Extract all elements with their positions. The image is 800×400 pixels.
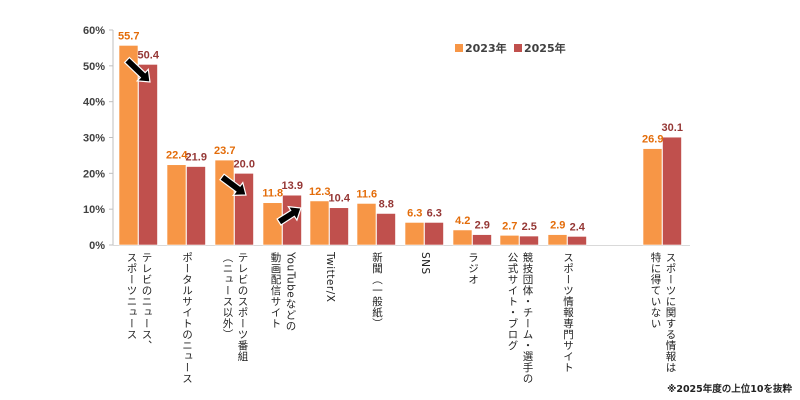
arrow-icon — [276, 205, 302, 226]
bar-2025 — [567, 236, 587, 246]
data-label: 22.4 — [166, 150, 188, 162]
data-label: 2.4 — [570, 221, 586, 233]
data-label: 13.9 — [282, 180, 303, 192]
y-tick-label: 60% — [83, 25, 105, 37]
data-label: 12.3 — [309, 186, 330, 198]
data-label: 26.9 — [642, 134, 663, 146]
category-label: ポータルサイトのニュース — [181, 252, 193, 384]
data-label: 6.3 — [407, 207, 422, 219]
bar-2025 — [376, 213, 396, 246]
bar-2023 — [547, 234, 568, 246]
category-label: ラジオ — [467, 252, 479, 285]
footnote: ※2025年度の上位10を抜粋 — [667, 384, 792, 395]
data-label: 10.4 — [329, 193, 351, 205]
category-label: 競技団体・チーム・選手の 公式サイト・ブログ — [506, 252, 534, 384]
data-label: 2.9 — [550, 220, 565, 232]
legend-label-2025: 2025年 — [524, 41, 566, 55]
y-tick-label: 0% — [89, 240, 105, 252]
bar-2023 — [404, 222, 425, 246]
bar-2025 — [329, 207, 349, 246]
bar-2023 — [642, 148, 663, 246]
bar-2023 — [309, 200, 330, 246]
data-label: 23.7 — [214, 145, 235, 157]
category-label: スポーツに関する情報は 特に得ていない — [649, 252, 677, 373]
bar-2025 — [472, 234, 492, 246]
data-label: 11.8 — [262, 188, 283, 200]
data-label: 11.6 — [356, 188, 377, 200]
bars — [118, 45, 682, 246]
bar-2023 — [118, 45, 139, 246]
bar-2025 — [424, 222, 444, 246]
bar-2023 — [166, 164, 187, 246]
y-tick-label: 40% — [83, 97, 105, 109]
y-axis: 0% 10% 20% 30% 40% 50% 60% — [83, 25, 690, 252]
category-label: YouTubeなどの 動画配信サイト — [269, 252, 297, 332]
legend: 2023年 2025年 — [455, 41, 566, 55]
legend-swatch-2025 — [514, 44, 522, 52]
data-label: 2.7 — [502, 220, 517, 232]
category-label: スポーツ情報専門サイト — [562, 252, 574, 373]
arrow-icon — [219, 173, 247, 197]
category-label: テレビのニュース、 スポーツニュース — [125, 252, 153, 351]
category-label: Twitter/X — [324, 252, 336, 303]
bar-2025 — [519, 235, 539, 246]
y-tick-label: 50% — [83, 61, 105, 73]
y-tick-label: 20% — [83, 168, 105, 180]
category-label: テレビのスポーツ番組 （ニュース以外） — [221, 252, 249, 362]
bar-2025 — [662, 136, 682, 246]
legend-label-2023: 2023年 — [465, 41, 507, 55]
trend-arrows — [123, 56, 302, 226]
bar-2023 — [214, 159, 235, 246]
data-label: 21.9 — [186, 152, 207, 164]
bar-2025 — [138, 64, 158, 246]
legend-swatch-2023 — [455, 44, 463, 52]
arrow-icon — [123, 56, 151, 83]
data-label: 8.8 — [379, 198, 394, 210]
data-label: 2.9 — [475, 220, 490, 232]
y-tick-label: 30% — [83, 133, 105, 145]
data-label: 2.5 — [522, 221, 537, 233]
bar-2023 — [262, 202, 283, 246]
data-label: 6.3 — [427, 207, 442, 219]
data-label: 4.2 — [455, 215, 470, 227]
bar-2025 — [186, 166, 206, 246]
data-label: 50.4 — [138, 49, 160, 61]
bar-2023 — [452, 229, 473, 246]
y-tick-label: 10% — [83, 204, 105, 216]
data-labels: 55.7 50.4 22.421.9 23.720.0 11.813.9 12.310.4… — [118, 30, 683, 233]
data-label: 30.1 — [662, 122, 683, 134]
category-label: 新聞（一般紙） — [371, 252, 383, 329]
data-label: 55.7 — [118, 30, 139, 42]
data-label: 20.0 — [234, 158, 255, 170]
category-label: SNS — [419, 252, 431, 275]
bar-2023 — [499, 235, 520, 246]
bar-2023 — [356, 203, 377, 246]
